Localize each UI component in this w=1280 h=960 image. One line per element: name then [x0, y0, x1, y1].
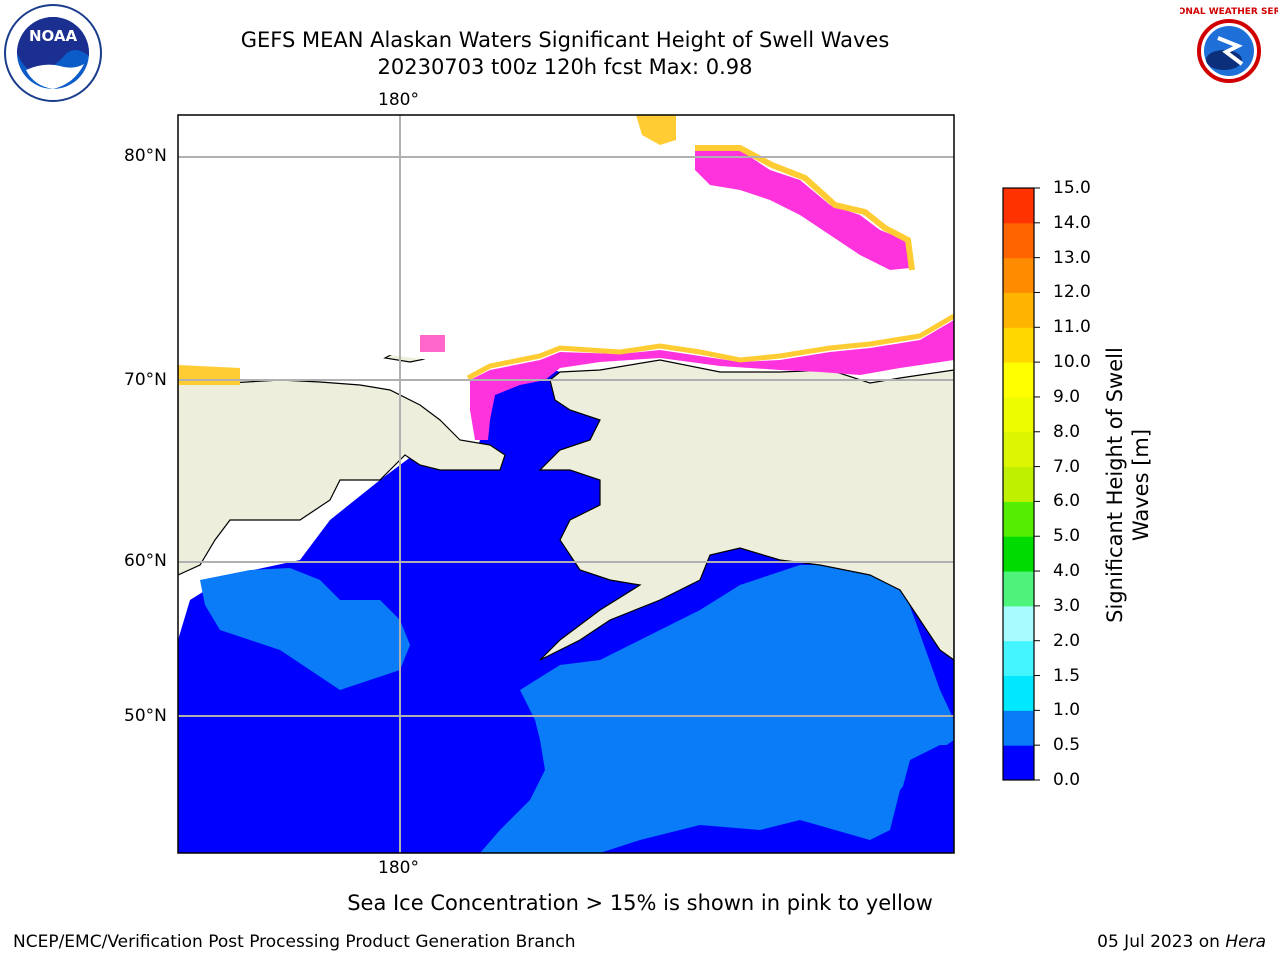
colorbar-tick-label: 6.0 [1053, 491, 1081, 512]
colorbar-bin [1003, 745, 1034, 781]
colorbar-bin [1003, 222, 1034, 259]
colorbar-tick-label: 14.0 [1053, 212, 1091, 233]
colorbar-tick-label: 0.0 [1053, 770, 1081, 790]
graticule [178, 115, 954, 853]
colorbar-bin [1003, 292, 1034, 328]
colorbar-tick-label: 13.0 [1053, 247, 1091, 268]
colorbar-tick-label: 12.0 [1053, 282, 1091, 303]
colorbar-bin [1003, 605, 1034, 642]
ocean-dark-inner [890, 745, 954, 845]
footer-date: 05 Jul 2023 on Hera [1097, 932, 1266, 952]
colorbar-tick-label: 2.0 [1053, 630, 1081, 651]
colorbar-tick-label: 11.0 [1053, 317, 1091, 338]
nws-logo: NATIONAL WEATHER SERVICE [1180, 2, 1278, 100]
sea-ice-chukchi-edge [466, 313, 954, 381]
colorbar-frame [1002, 187, 1035, 781]
lat-label-80: 80°N [124, 146, 167, 166]
ocean-light-bering [200, 568, 410, 690]
colorbar-tick-label: 15.0 [1053, 178, 1091, 198]
lon-label-top: 180° [378, 90, 419, 110]
colorbar-bin [1003, 501, 1034, 537]
lon-label-bottom: 180° [378, 858, 419, 878]
colorbar-bin [1003, 431, 1034, 468]
colorbar-bin [1003, 362, 1034, 398]
colorbar-bin [1003, 466, 1034, 502]
colorbar-bin [1003, 675, 1034, 711]
lat-label-50: 50°N [124, 706, 167, 726]
chart-title: GEFS MEAN Alaskan Waters Significant Hei… [240, 28, 890, 52]
ocean-light-pacific [480, 565, 954, 853]
colorbar-tick-label: 1.5 [1053, 665, 1081, 686]
sea-ice-wrangel [420, 335, 445, 352]
colorbar-tick-label: 8.0 [1053, 421, 1081, 442]
colorbar-tick-label: 3.0 [1053, 595, 1081, 616]
nws-logo-text: NATIONAL WEATHER SERVICE [1180, 7, 1278, 17]
colorbar-bin [1003, 710, 1034, 746]
colorbar-tick-label: 7.0 [1053, 456, 1081, 477]
lat-label-70: 70°N [124, 370, 167, 390]
colorbar-tick-label: 4.0 [1053, 561, 1081, 582]
colorbar-bin [1003, 188, 1034, 224]
sea-ice-siberia [178, 365, 240, 385]
noaa-logo: NOAA [4, 4, 102, 102]
sea-ice-top [636, 115, 676, 145]
colorbar [1003, 187, 1040, 781]
chart-subtitle: 20230703 t00z 120h fcst Max: 0.98 [377, 55, 753, 79]
footer-branch: NCEP/EMC/Verification Post Processing Pr… [13, 932, 576, 952]
colorbar-tick-label: 9.0 [1053, 386, 1081, 407]
noaa-logo-text: NOAA [29, 27, 78, 45]
colorbar-label: Significant Height of Swell Waves [m] [1103, 347, 1153, 623]
land-siberia [178, 379, 506, 576]
colorbar-tick-label: 10.0 [1053, 352, 1091, 373]
colorbar-tick-label: 0.5 [1053, 735, 1081, 756]
sea-ice-north-edge [695, 145, 915, 271]
colorbar-bin [1003, 396, 1034, 433]
colorbar-bin [1003, 571, 1034, 607]
colorbar-bin [1003, 536, 1034, 572]
colorbar-tick-label: 5.0 [1053, 526, 1081, 547]
map-area [178, 115, 954, 853]
sea-ice-north [695, 150, 910, 270]
lat-label-60: 60°N [124, 551, 167, 571]
footer-machine: Hera [1225, 932, 1266, 952]
colorbar-tick-label: 1.0 [1053, 700, 1081, 721]
colorbar-bin [1003, 327, 1034, 363]
map-frame [177, 114, 955, 854]
colorbar-bin [1003, 257, 1034, 293]
arctic-region [178, 115, 954, 370]
sea-ice-note: Sea Ice Concentration > 15% is shown in … [347, 891, 933, 915]
colorbar-bin [1003, 640, 1034, 677]
